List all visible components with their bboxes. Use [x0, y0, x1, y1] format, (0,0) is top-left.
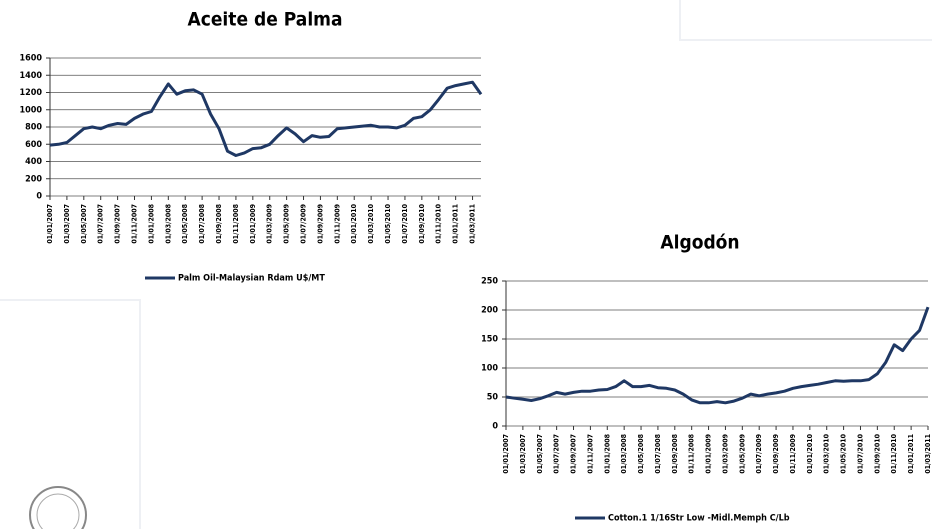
x-tick-label: 01/05/2007: [536, 434, 544, 474]
y-tick-label: 1200: [19, 88, 42, 98]
x-tick-label: 01/01/2010: [350, 203, 358, 243]
line: [49, 80, 483, 157]
x-tick-label: 01/07/2008: [654, 434, 662, 474]
x-tick-label: 01/03/2007: [519, 434, 527, 474]
x-tick-label: 01/05/2010: [384, 203, 392, 243]
x-tick-label: 01/09/2008: [671, 434, 679, 474]
legend-label: Cotton.1 1/16Str Low -Midl.Memph C/Lb: [608, 514, 790, 524]
y-tick-label: 0: [36, 192, 42, 202]
y-tick-label: 1400: [19, 71, 42, 81]
x-tick-label: 01/07/2008: [198, 204, 206, 244]
x-tick-label: 01/11/2007: [131, 204, 139, 244]
x-tick-label: 01/03/2011: [924, 434, 932, 474]
x-tick-label: 01/09/2009: [316, 204, 324, 244]
y-tick-label: 1000: [19, 105, 42, 115]
x-tick-label: 01/03/2008: [620, 434, 628, 474]
y-tick-label: 100: [481, 364, 498, 374]
y-tick-label: 600: [25, 140, 42, 150]
y-tick-label: 200: [25, 174, 42, 184]
x-tick-label: 01/01/2007: [502, 434, 510, 474]
x-tick-label: 01/09/2010: [418, 203, 426, 243]
y-tick-label: 1600: [19, 54, 42, 64]
x-tick-label: 01/03/2010: [367, 203, 375, 243]
x-tick-label: 01/03/2010: [823, 433, 831, 473]
x-tick-label: 01/01/2008: [603, 434, 611, 474]
y-tick-label: 50: [487, 393, 499, 403]
x-tick-label: 01/07/2010: [856, 433, 864, 473]
x-tick-label: 01/11/2010: [435, 203, 443, 243]
y-tick-label: 400: [25, 157, 42, 167]
x-tick-label: 01/03/2011: [469, 204, 477, 244]
x-tick-label: 01/01/2011: [907, 434, 915, 474]
x-tick-label: 01/05/2010: [840, 433, 848, 473]
x-tick-label: 01/05/2008: [181, 204, 189, 244]
x-tick-label: 01/01/2009: [249, 204, 257, 244]
x-tick-label: 01/11/2007: [586, 434, 594, 474]
line: [505, 306, 930, 405]
x-tick-label: 01/11/2008: [232, 204, 240, 244]
x-tick-label: 01/07/2007: [97, 204, 105, 244]
y-tick-label: 800: [25, 123, 42, 133]
x-tick-label: 01/03/2008: [164, 204, 172, 244]
x-tick-label: 01/01/2007: [46, 204, 54, 244]
x-tick-label: 01/05/2009: [738, 434, 746, 474]
x-tick-label: 01/07/2009: [755, 434, 763, 474]
x-tick-label: 01/09/2007: [114, 204, 122, 244]
chart-title: Algodón: [660, 232, 739, 254]
x-tick-label: 01/09/2010: [873, 433, 881, 473]
x-tick-label: 01/05/2009: [283, 204, 291, 244]
x-tick-label: 01/09/2008: [215, 204, 223, 244]
y-tick-label: 150: [481, 335, 498, 345]
x-tick-label: 01/07/2010: [401, 203, 409, 243]
x-tick-label: 01/09/2009: [772, 434, 780, 474]
x-tick-label: 01/01/2011: [452, 204, 460, 244]
x-tick-label: 01/05/2008: [637, 434, 645, 474]
decoration: [0, 299, 141, 529]
x-tick-label: 01/05/2007: [80, 204, 88, 244]
x-tick-label: 01/01/2010: [806, 433, 814, 473]
y-tick-label: 250: [481, 277, 498, 287]
y-tick-label: 200: [481, 306, 498, 316]
x-tick-label: 01/11/2009: [789, 434, 797, 474]
x-tick-label: 01/03/2009: [721, 434, 729, 474]
x-tick-label: 01/07/2009: [300, 204, 308, 244]
x-tick-label: 01/01/2009: [705, 434, 713, 474]
x-tick-label: 01/11/2010: [890, 433, 898, 473]
logo: [29, 486, 87, 529]
x-tick-label: 01/07/2007: [553, 434, 561, 474]
x-tick-label: 01/11/2008: [688, 434, 696, 474]
chart-title: Aceite de Palma: [187, 9, 342, 31]
decoration: [679, 0, 932, 41]
y-tick-label: 0: [492, 422, 498, 432]
legend-label: Palm Oil-Malaysian Rdam U$/MT: [178, 274, 325, 284]
x-tick-label: 01/03/2007: [63, 204, 71, 244]
x-tick-label: 01/11/2009: [333, 204, 341, 244]
x-tick-label: 01/03/2009: [266, 204, 274, 244]
x-tick-label: 01/09/2007: [570, 434, 578, 474]
x-tick-label: 01/01/2008: [147, 204, 155, 244]
